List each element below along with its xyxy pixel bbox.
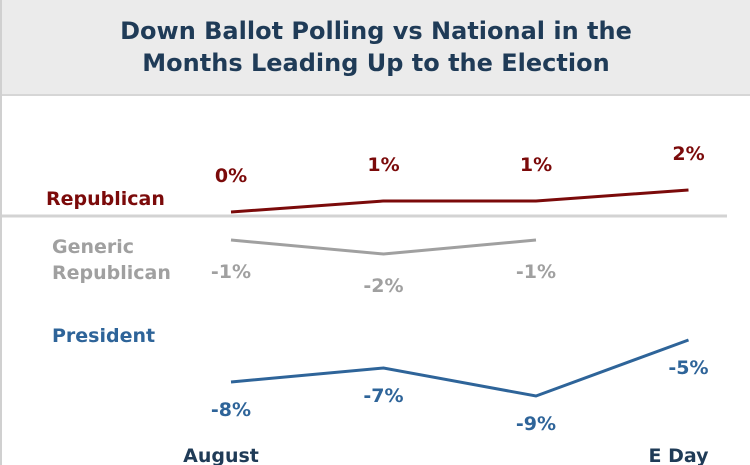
data-label: 1% [520, 154, 552, 176]
data-label: 2% [672, 143, 704, 165]
data-label: -8% [211, 399, 251, 421]
series-name: Republican [46, 188, 165, 210]
series-line [230, 238, 537, 256]
series-line [230, 188, 689, 214]
series-name: Generic Republican [52, 236, 171, 284]
chart-title: Down Ballot Polling vs National in the M… [120, 17, 632, 77]
data-label: 0% [215, 165, 247, 187]
data-label: -7% [363, 385, 403, 407]
data-label: -1% [516, 261, 556, 283]
series-line [230, 338, 690, 398]
data-label: -9% [516, 413, 556, 435]
data-label: -2% [363, 275, 403, 297]
data-label: 1% [367, 154, 399, 176]
title-box: Down Ballot Polling vs National in the M… [2, 0, 750, 96]
data-label: -1% [211, 261, 251, 283]
x-tick-label: August [183, 445, 259, 465]
data-label: -5% [668, 357, 708, 379]
series-name: President [52, 325, 156, 347]
x-tick-label: E Day [649, 445, 710, 465]
